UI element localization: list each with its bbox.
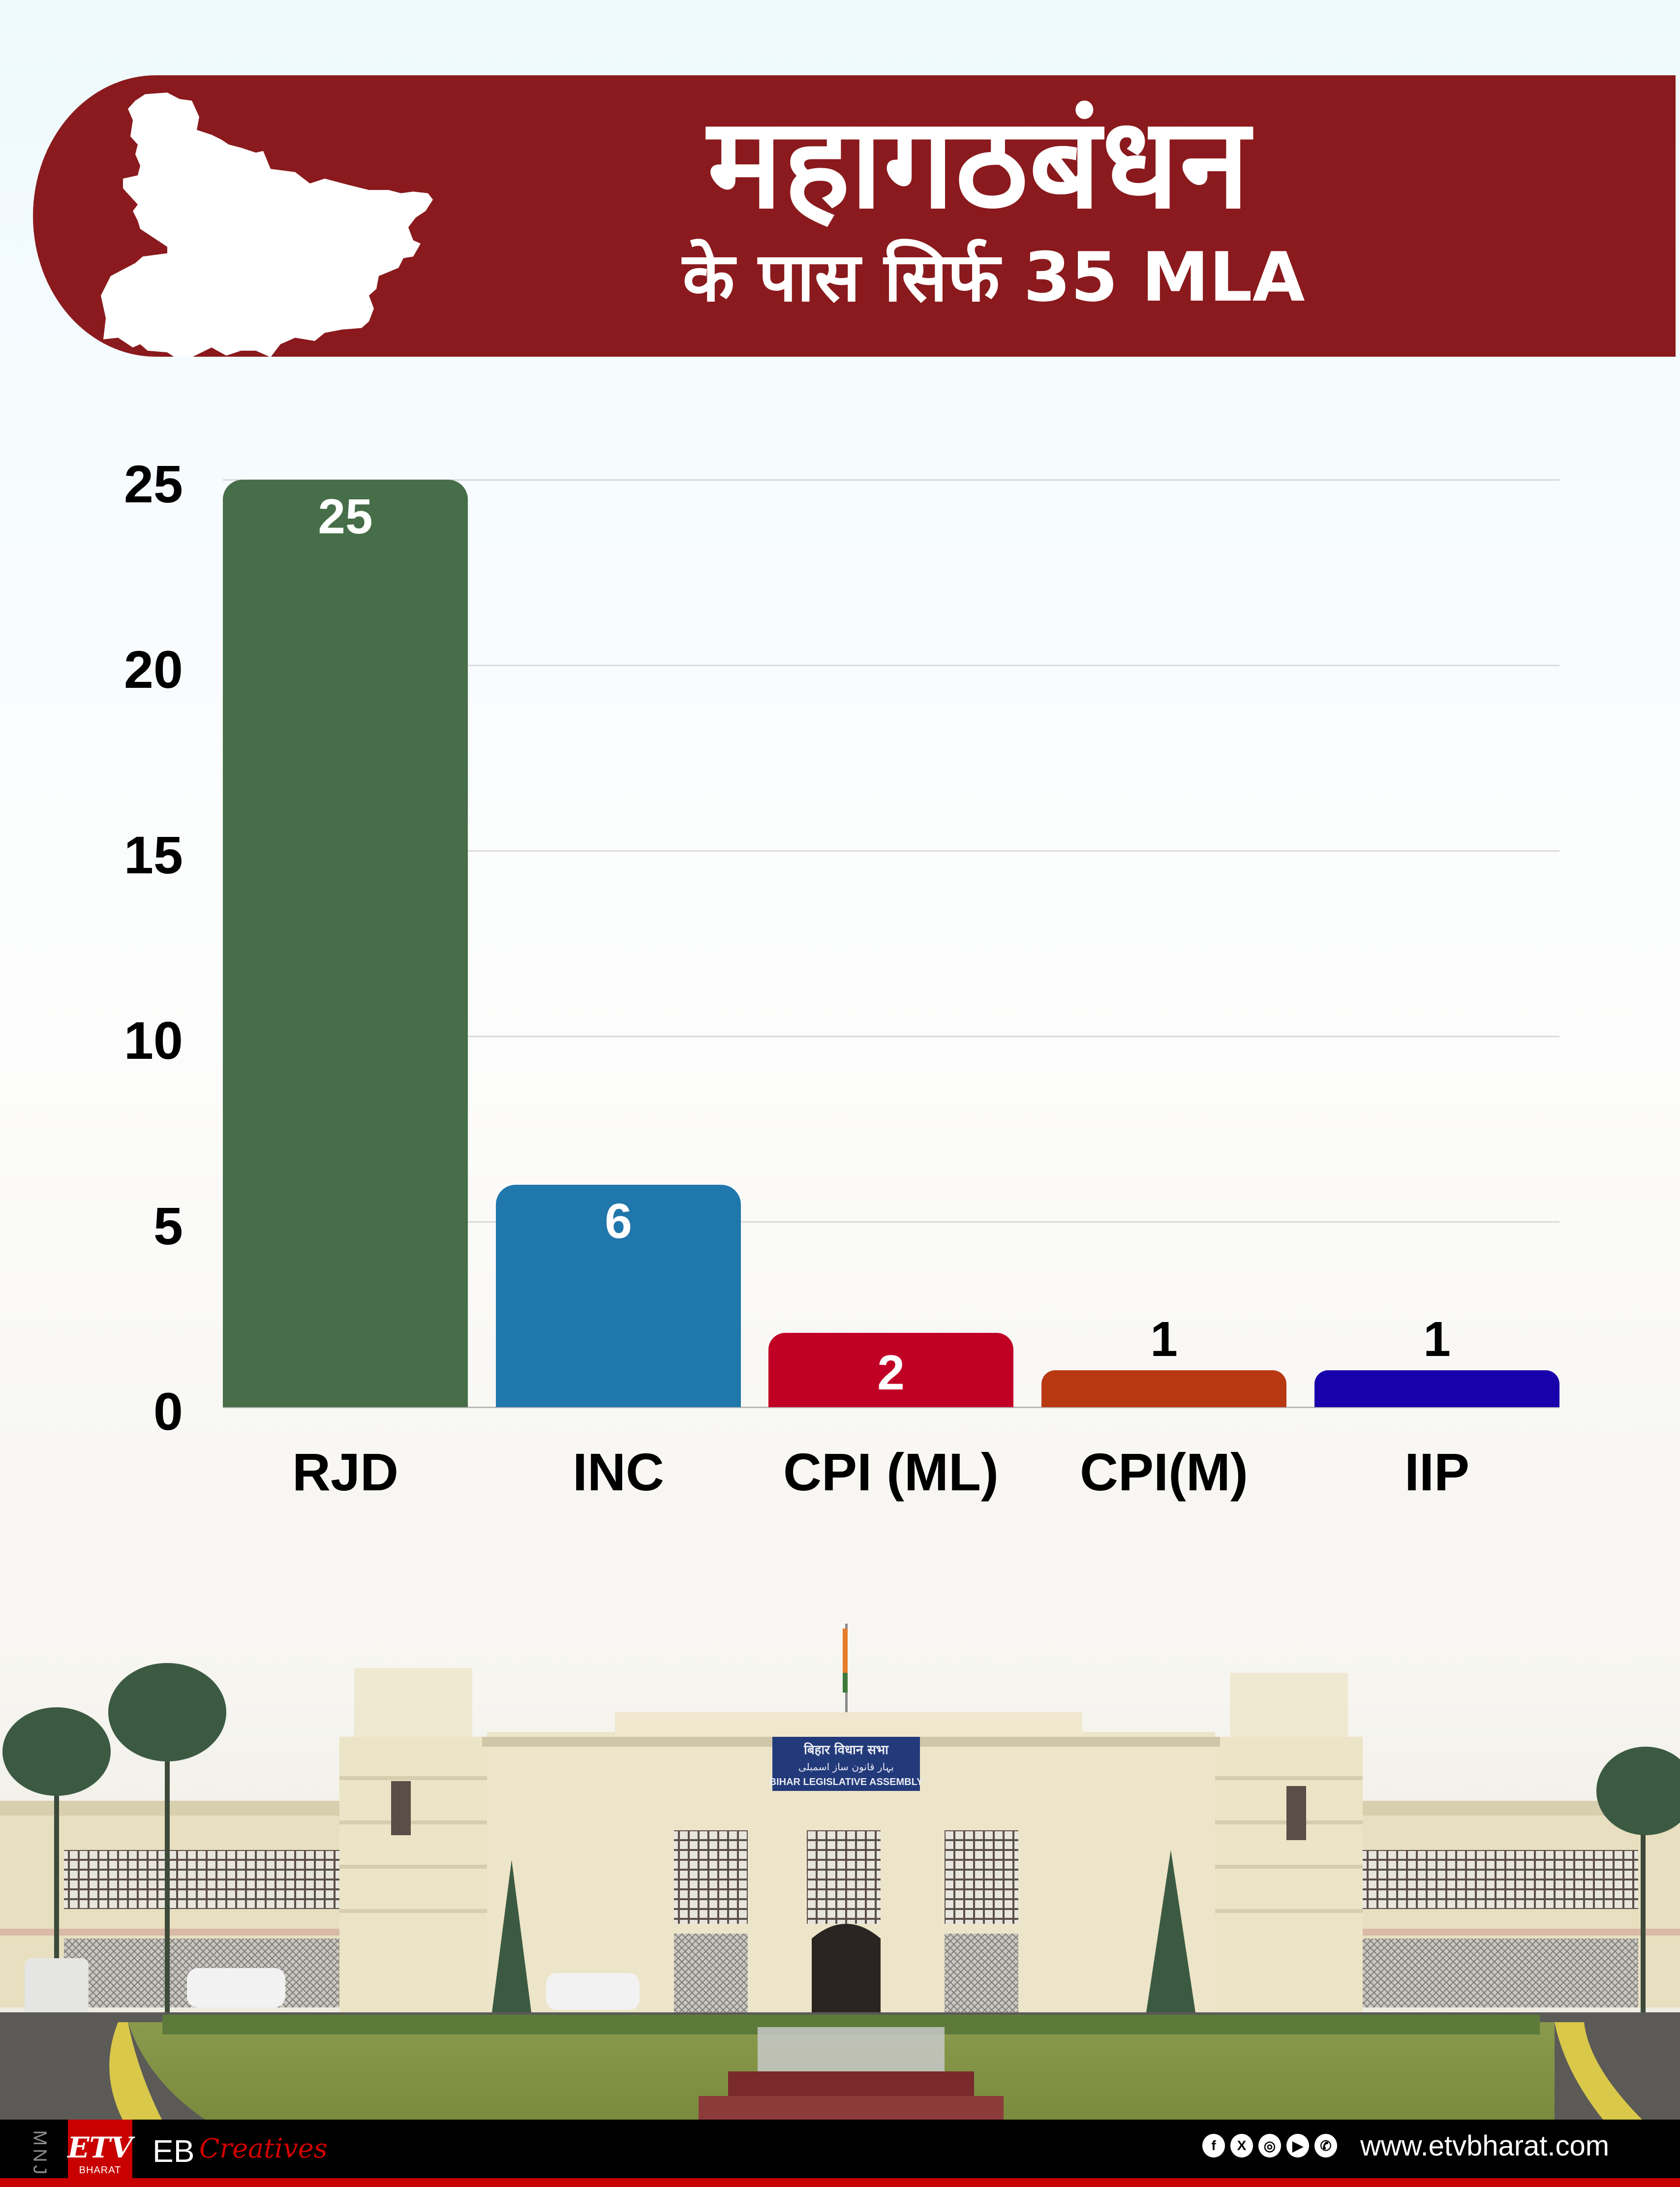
bar-cpi-ml[interactable]	[768, 1333, 1013, 1407]
y-tick-label: 20	[123, 640, 183, 699]
bar-value-inc: 6	[605, 1194, 632, 1249]
x-label-cpi-m: CPI(M)	[1080, 1442, 1248, 1502]
social-links: f X ◎ ▶ ✆	[1202, 2134, 1337, 2157]
bar-iip[interactable]	[1314, 1370, 1559, 1407]
gridline-15	[223, 850, 1559, 852]
y-tick-label: 25	[123, 454, 183, 514]
gridline-5	[223, 1221, 1559, 1223]
y-tick-label: 15	[123, 825, 183, 885]
y-tick-label: 0	[153, 1382, 183, 1441]
x-label-inc: INC	[573, 1442, 664, 1502]
whatsapp-icon[interactable]: ✆	[1314, 2134, 1337, 2157]
bar-chart: 25 20 15 10 5 0 25 6 2 1 1 RJD INC CPI (…	[123, 454, 1559, 1502]
gridline-10	[223, 1036, 1559, 1037]
footer-red-strip	[0, 2178, 1680, 2187]
website-link[interactable]: www.etvbharat.com	[1360, 2130, 1610, 2162]
bar-value-cpi-m: 1	[1150, 1312, 1178, 1367]
instagram-icon[interactable]: ◎	[1258, 2134, 1281, 2157]
gridline-25	[223, 479, 1559, 481]
x-axis-baseline	[223, 1407, 1559, 1408]
banner-subtitle: के पास सिर्फ 35 MLA	[682, 238, 1305, 317]
svg-text:बिहार विधान सभा: बिहार विधान सभा	[803, 1742, 889, 1757]
svg-text:بہار قانون ساز اسمبلی: بہار قانون ساز اسمبلی	[798, 1761, 894, 1773]
artist-credit: MNJ	[29, 2129, 50, 2178]
banner-title: महागठबंधन	[707, 91, 1251, 237]
bar-inc[interactable]	[496, 1185, 741, 1407]
assembly-building-photo: बिहार विधान सभा بہار قانون ساز اسمبلی BI…	[0, 1614, 1680, 2121]
facebook-icon[interactable]: f	[1202, 2134, 1225, 2157]
eb-label: EB	[153, 2133, 195, 2169]
bar-cpi-m[interactable]	[1041, 1370, 1286, 1407]
x-label-iip: IIP	[1404, 1442, 1470, 1502]
footer-bar	[0, 2120, 1680, 2187]
creatives-label: Creatives	[199, 2133, 328, 2164]
bar-value-rjd: 25	[318, 489, 373, 544]
etv-bharat-logo[interactable]: ETV BHARAT	[67, 2120, 133, 2179]
x-label-cpi-ml: CPI (ML)	[783, 1442, 999, 1502]
x-label-rjd: RJD	[292, 1442, 399, 1502]
svg-text:BIHAR LEGISLATIVE ASSEMBLY: BIHAR LEGISLATIVE ASSEMBLY	[769, 1777, 923, 1787]
bar-rjd[interactable]	[223, 480, 468, 1407]
etv-logo-mark: ETV	[67, 2131, 133, 2164]
youtube-icon[interactable]: ▶	[1286, 2134, 1309, 2157]
etv-logo-sub: BHARAT	[79, 2165, 122, 2176]
bar-value-iip: 1	[1423, 1312, 1451, 1367]
y-tick-label: 5	[153, 1196, 183, 1256]
bar-value-cpi-ml: 2	[877, 1345, 905, 1400]
x-icon[interactable]: X	[1230, 2134, 1253, 2157]
bihar-map-icon	[101, 92, 433, 357]
y-tick-label: 10	[123, 1011, 183, 1070]
gridline-20	[223, 665, 1559, 666]
